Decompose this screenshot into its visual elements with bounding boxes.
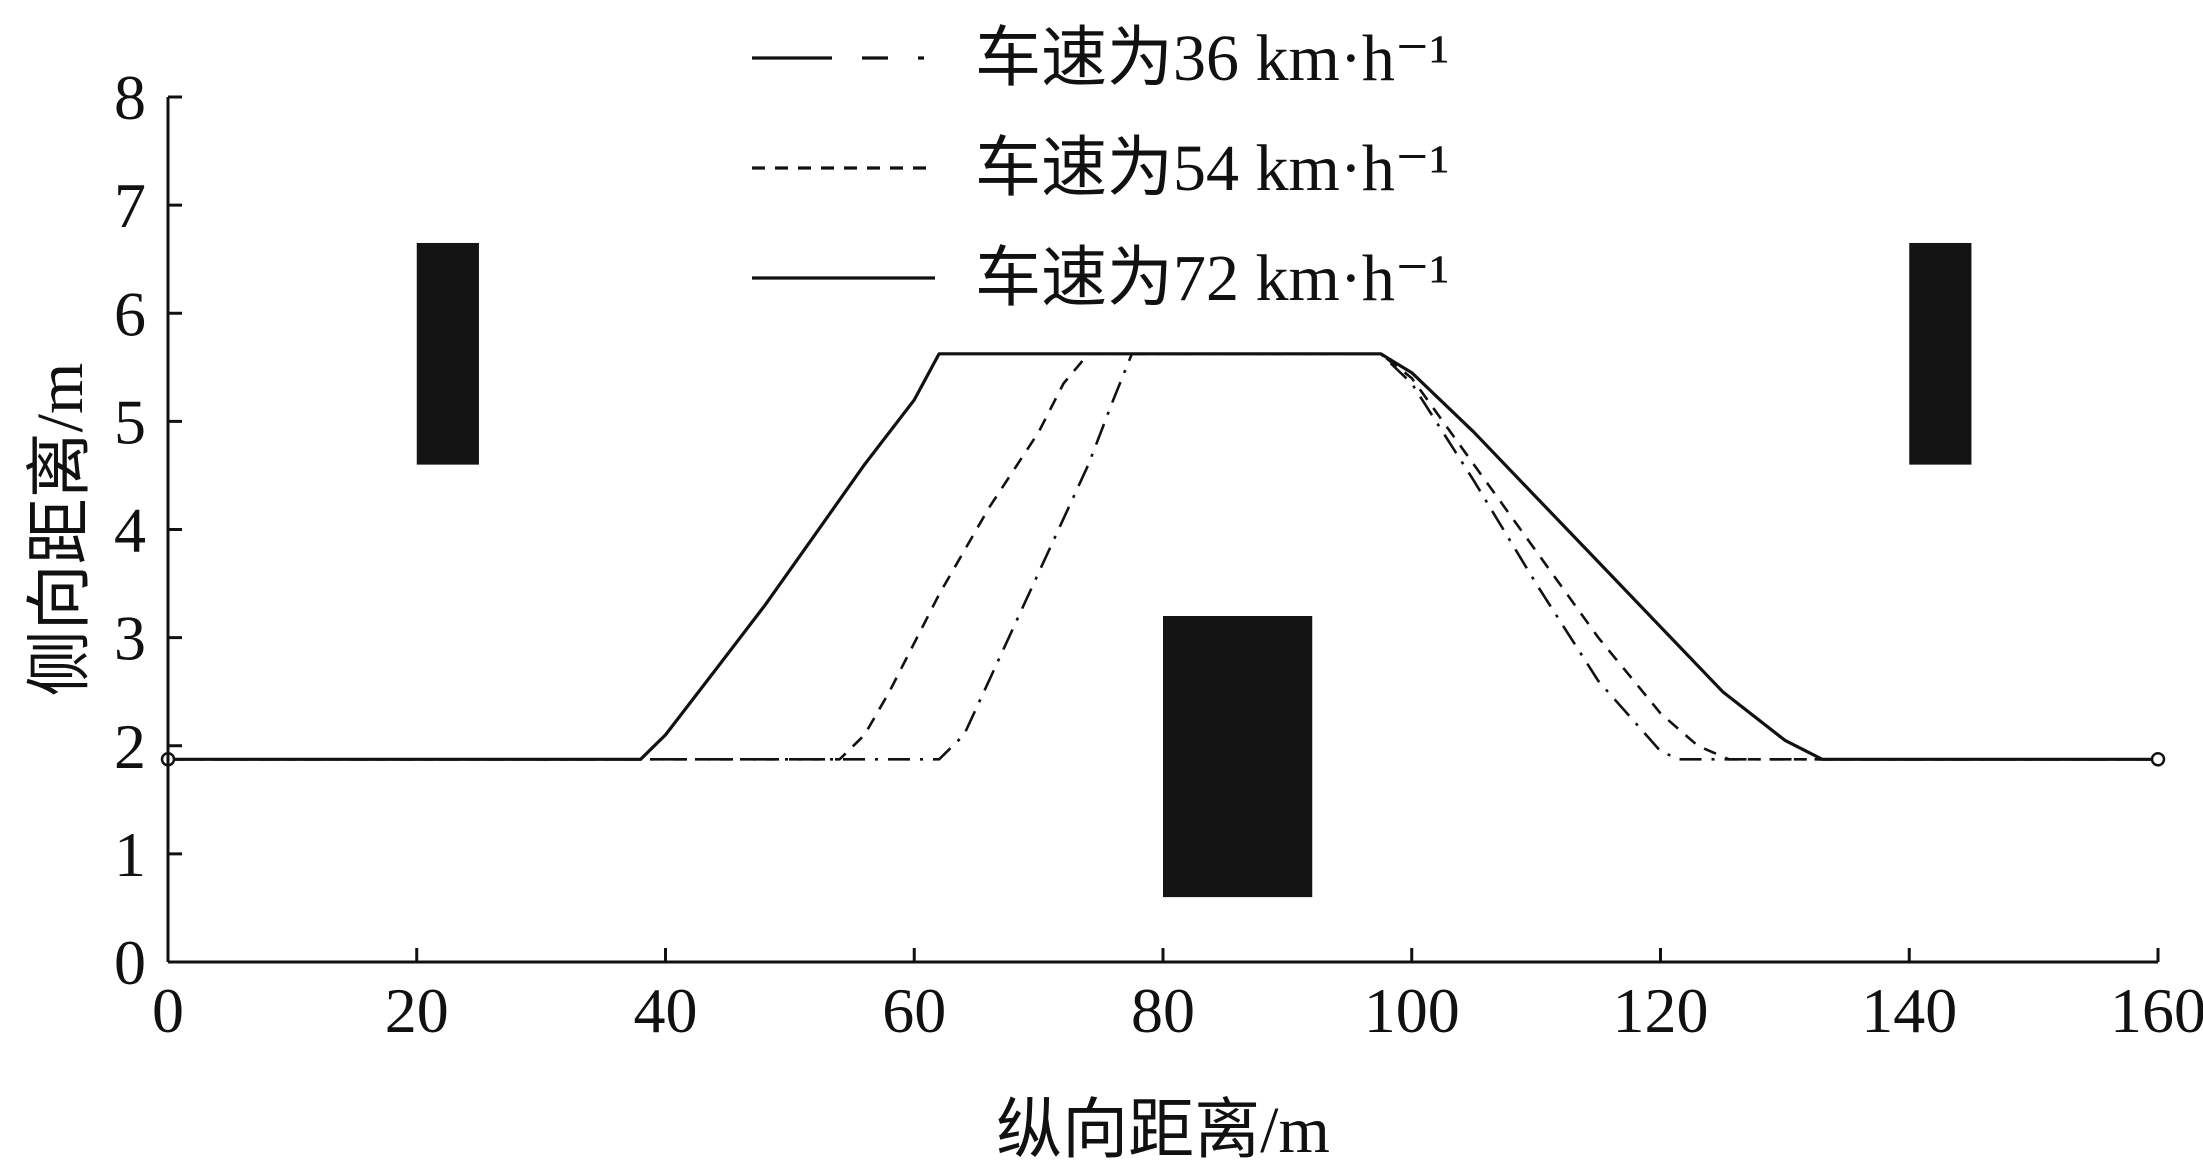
x-tick-label: 100 xyxy=(1364,975,1460,1046)
y-tick-label: 0 xyxy=(114,927,146,998)
y-tick-label: 6 xyxy=(114,278,146,349)
x-tick-label: 60 xyxy=(882,975,946,1046)
y-tick-label: 1 xyxy=(114,819,146,890)
end-point-marker xyxy=(2150,752,2166,767)
legend-label-2: 车速为54 km·h⁻¹ xyxy=(975,132,1449,205)
x-tick-label: 40 xyxy=(634,975,698,1046)
x-axis-title: 纵向距离/m xyxy=(996,1094,1330,1167)
x-tick-label: 0 xyxy=(152,975,184,1046)
obstacle-block xyxy=(1909,242,1972,465)
x-tick-label: 160 xyxy=(2110,975,2203,1046)
obstacle-group xyxy=(416,242,1972,898)
y-tick-label: 3 xyxy=(114,603,146,674)
legend-label-1: 车速为36 km·h⁻¹ xyxy=(975,22,1449,95)
y-axis-title: 侧向距离/m xyxy=(24,363,97,697)
x-tick-label: 20 xyxy=(385,975,449,1046)
y-tick-label: 2 xyxy=(114,711,146,782)
axes-group: 0 20 40 60 80 100 120 140 160 0 1 2 3 4 5 6 7 8 xyxy=(114,62,2203,1046)
x-tick-label: 120 xyxy=(1613,975,1709,1046)
legend-label-3: 车速为72 km·h⁻¹ xyxy=(975,242,1449,315)
y-tick-label: 4 xyxy=(114,495,146,566)
y-tick-label: 7 xyxy=(114,170,146,241)
series-line-3 xyxy=(168,352,2158,761)
legend: 车速为36 km·h⁻¹ 车速为54 km·h⁻¹ 车速为72 km·h⁻¹ xyxy=(752,22,1449,315)
y-tick-label: 5 xyxy=(114,386,146,457)
y-tick-label: 8 xyxy=(114,62,146,133)
obstacle-block xyxy=(1163,616,1313,898)
x-tick-label: 140 xyxy=(1861,975,1957,1046)
obstacle-block xyxy=(416,242,479,465)
x-tick-label: 80 xyxy=(1131,975,1195,1046)
